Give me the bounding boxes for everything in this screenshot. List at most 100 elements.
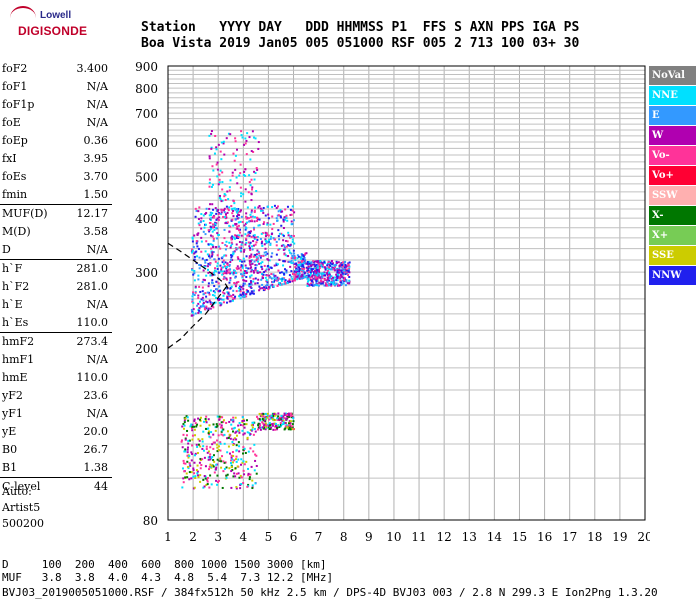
data-point <box>249 249 252 252</box>
data-point <box>203 226 206 229</box>
data-point <box>229 272 232 275</box>
data-point <box>251 484 254 487</box>
data-point <box>282 220 285 223</box>
data-point <box>281 283 284 286</box>
data-point <box>274 422 277 425</box>
data-point <box>248 180 251 183</box>
data-point <box>252 226 255 229</box>
data-point <box>209 463 212 466</box>
data-point <box>225 137 228 140</box>
data-point <box>238 285 241 288</box>
data-point <box>191 314 194 317</box>
data-point <box>320 264 323 267</box>
data-point <box>286 426 289 429</box>
data-point <box>302 266 305 269</box>
data-point <box>315 280 318 283</box>
data-point <box>203 475 206 478</box>
data-point <box>201 290 204 293</box>
data-point <box>207 418 210 421</box>
data-point <box>315 271 318 274</box>
data-point <box>226 437 229 440</box>
data-point <box>260 414 263 417</box>
data-point <box>228 224 231 227</box>
data-point <box>291 280 294 283</box>
data-point <box>238 289 241 292</box>
data-point <box>292 428 295 431</box>
data-point <box>317 268 320 271</box>
data-point <box>192 314 195 317</box>
data-point <box>194 452 197 455</box>
data-point <box>230 236 233 239</box>
data-point <box>332 268 335 271</box>
data-point <box>228 206 231 209</box>
data-point <box>345 265 348 268</box>
data-point <box>228 186 231 189</box>
data-point <box>191 248 194 251</box>
data-point <box>241 420 244 423</box>
data-point <box>258 271 261 274</box>
data-point <box>226 271 229 274</box>
data-point <box>279 422 282 425</box>
data-point <box>215 443 218 446</box>
data-point <box>246 485 249 488</box>
data-point <box>212 216 215 219</box>
data-point <box>235 487 238 490</box>
data-point <box>233 159 236 162</box>
data-point <box>275 262 278 265</box>
data-point <box>258 204 261 207</box>
header-values: Boa Vista 2019 Jan05 005 051000 RSF 005 … <box>141 36 580 51</box>
data-point <box>220 268 223 271</box>
data-point <box>207 255 210 258</box>
data-point <box>207 432 210 435</box>
data-point <box>300 264 303 267</box>
legend-item: W <box>649 126 696 145</box>
data-point <box>206 268 209 271</box>
data-point <box>310 282 313 285</box>
data-point <box>294 269 297 272</box>
data-point <box>272 419 275 422</box>
data-point <box>181 467 184 470</box>
data-point <box>252 136 255 139</box>
data-point <box>242 173 245 176</box>
data-point <box>298 270 301 273</box>
data-point <box>292 262 295 265</box>
param-name: fmin <box>2 188 28 201</box>
data-point <box>273 413 276 416</box>
data-point <box>243 260 246 263</box>
data-point <box>313 284 316 287</box>
data-point <box>252 240 255 243</box>
data-point <box>209 302 212 305</box>
data-point <box>236 211 239 214</box>
data-point <box>248 247 251 250</box>
data-point <box>264 284 267 287</box>
data-point <box>209 219 212 222</box>
data-point <box>269 284 272 287</box>
data-point <box>222 419 225 422</box>
data-point <box>284 208 287 211</box>
data-point <box>253 234 256 237</box>
data-point <box>248 255 251 258</box>
data-point <box>250 192 253 195</box>
data-point <box>280 279 283 282</box>
data-point <box>267 240 270 243</box>
data-point <box>259 424 262 427</box>
data-point <box>283 417 286 420</box>
data-point <box>298 272 301 275</box>
data-point <box>195 443 198 446</box>
data-point <box>236 215 239 218</box>
data-point <box>234 295 237 298</box>
data-point <box>348 279 351 282</box>
data-point <box>316 274 319 277</box>
muf-distance-table: D 100 200 400 600 800 1000 1500 3000 [km… <box>2 558 333 584</box>
data-point <box>213 460 216 463</box>
data-point <box>276 278 279 281</box>
data-point <box>290 416 293 419</box>
data-point <box>320 282 323 285</box>
data-point <box>204 465 207 468</box>
data-point <box>239 297 242 300</box>
data-point <box>238 234 241 237</box>
data-point <box>234 168 237 171</box>
data-point <box>267 288 270 291</box>
y-tick-label: 700 <box>135 107 158 121</box>
data-point <box>200 227 203 230</box>
